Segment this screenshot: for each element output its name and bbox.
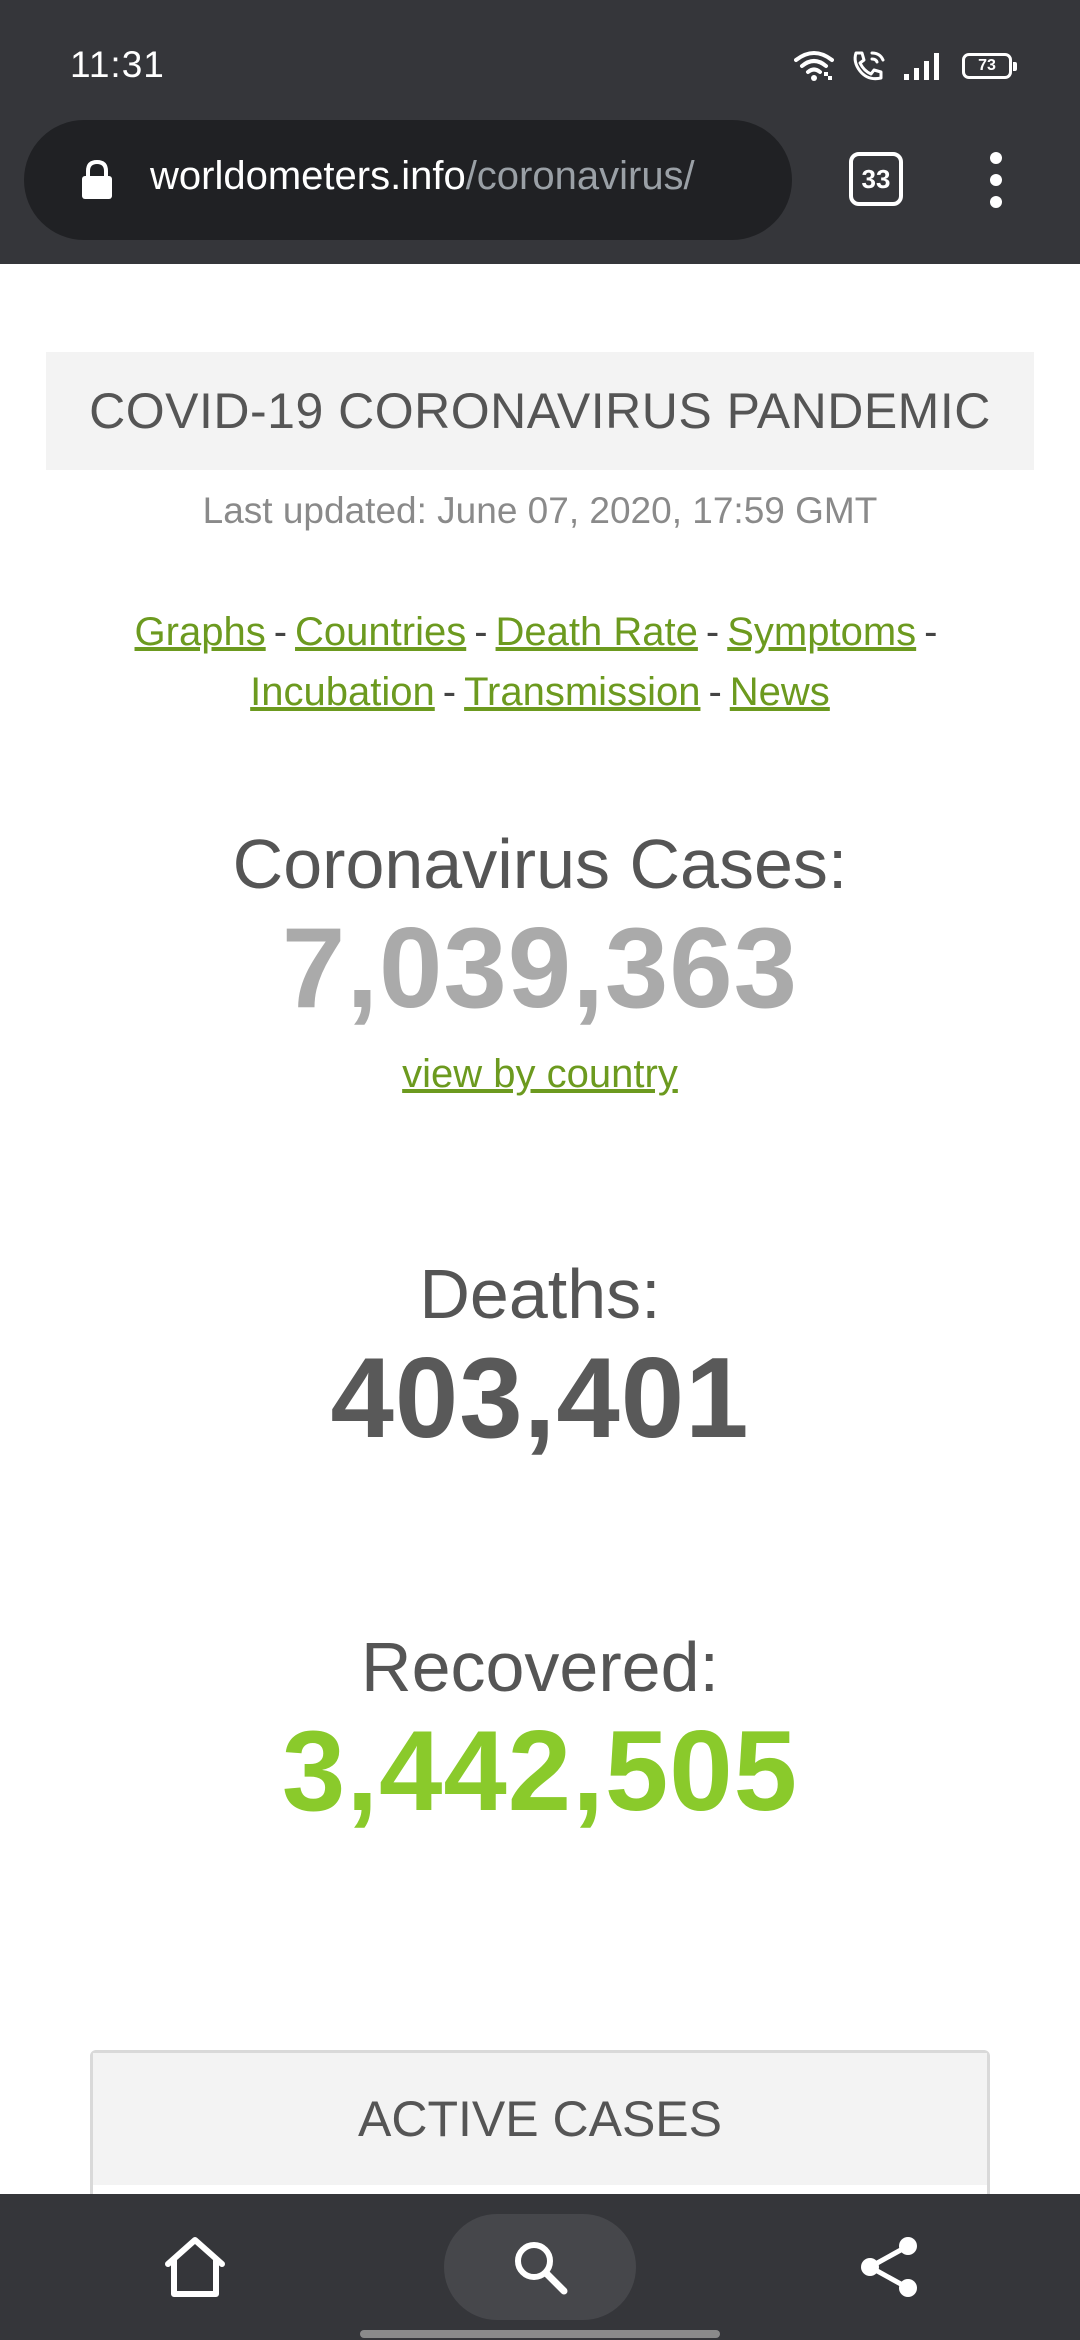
wifi-icon [794,51,834,81]
more-vert-icon[interactable] [976,148,1016,212]
nav-separator: - [924,610,938,654]
url-bar[interactable]: worldometers.info/coronavirus/ [24,120,792,240]
deaths-counter: Deaths: 403,401 [0,1254,1080,1464]
cases-value: 7,039,363 [281,905,799,1032]
nav-separator: - [474,610,488,654]
search-button[interactable] [444,2214,636,2320]
nav-separator: - [442,670,457,714]
status-icons: 73 [794,44,1017,88]
nav-link-incubation[interactable]: Incubation [250,670,435,714]
status-bar: 11:31 [0,0,1080,110]
lock-icon [82,160,112,199]
url-domain: worldometers.info [150,154,466,198]
cases-label: Coronavirus Cases: [232,825,848,903]
page-content: COVID-19 CORONAVIRUS PANDEMIC Last updat… [0,264,1080,2250]
share-icon[interactable] [858,2234,922,2300]
nav-link-news[interactable]: News [729,670,830,714]
nav-link-transmission[interactable]: Transmission [464,670,701,714]
signal-icon [904,53,939,80]
home-icon[interactable] [160,2234,230,2300]
status-time: 11:31 [70,44,165,85]
nav-link-countries[interactable]: Countries [295,610,467,654]
nav-separator: - [708,670,722,714]
deaths-value: 403,401 [330,1335,750,1462]
nav-separator: - [705,610,720,654]
tab-switcher-button[interactable]: 33 [849,152,903,206]
nav-separator: - [273,610,288,654]
bottom-toolbar [0,2194,1080,2340]
page-banner: COVID-19 CORONAVIRUS PANDEMIC [46,352,1034,470]
nav-link-death-rate[interactable]: Death Rate [495,610,698,654]
last-updated: Last updated: June 07, 2020, 17:59 GMT [202,490,878,531]
recovered-counter: Recovered: 3,442,505 [0,1627,1080,1837]
browser-chrome: 11:31 [0,0,1080,264]
view-by-country-link[interactable]: view by country [402,1052,678,1096]
search-icon [515,2242,568,2295]
active-cases-header: ACTIVE CASES [93,2053,987,2185]
wifi-calling-icon [853,51,885,81]
gesture-handle[interactable] [360,2330,720,2338]
url-text[interactable]: worldometers.info/coronavirus/ [150,154,695,199]
page-title: COVID-19 CORONAVIRUS PANDEMIC [89,383,991,439]
battery-icon: 73 [962,53,1017,79]
recovered-value: 3,442,505 [281,1708,799,1835]
deaths-label: Deaths: [419,1255,661,1333]
nav-link-graphs[interactable]: Graphs [134,610,266,654]
url-path: /coronavirus/ [465,154,695,198]
topic-nav: Graphs - Countries - Death Rate - Symptoms - In… [0,602,1080,722]
cases-counter: Coronavirus Cases: 7,039,363 view by cou… [0,824,1080,1097]
nav-link-symptoms[interactable]: Symptoms [727,610,917,654]
recovered-label: Recovered: [361,1628,719,1706]
